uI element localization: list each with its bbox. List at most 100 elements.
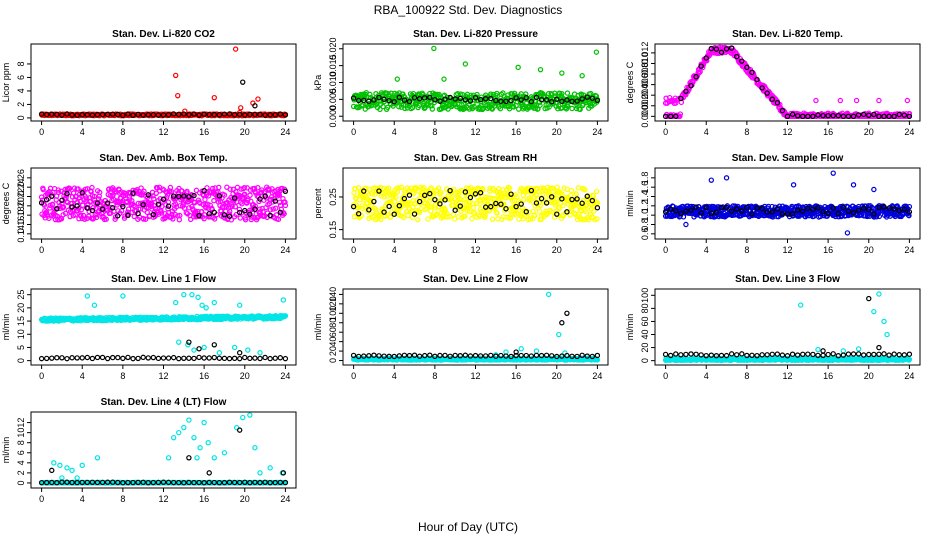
point-detail xyxy=(790,182,797,188)
point-hourly xyxy=(206,355,212,361)
point-detail xyxy=(394,76,400,82)
y-axis-label: degrees C xyxy=(1,182,11,224)
y-tick-label: 0 xyxy=(16,115,26,120)
y-tick-label: 4 xyxy=(16,88,26,93)
point-detail xyxy=(181,291,187,298)
point-hourly xyxy=(135,355,141,362)
data-points xyxy=(38,184,289,223)
point-detail xyxy=(367,91,373,98)
point-hourly xyxy=(43,111,50,118)
point-hourly xyxy=(150,354,157,361)
x-tick-label: 20 xyxy=(552,127,562,137)
point-detail xyxy=(518,346,524,352)
y-axis-label: degrees C xyxy=(625,61,635,103)
y-tick-label: 10 xyxy=(16,329,26,339)
point-detail xyxy=(844,230,851,236)
x-tick-label: 4 xyxy=(392,127,397,137)
point-hourly xyxy=(99,111,106,118)
point-hourly xyxy=(155,112,162,118)
data-points xyxy=(662,170,913,236)
point-detail xyxy=(236,109,243,116)
point-hourly xyxy=(120,355,126,362)
point-detail xyxy=(255,96,261,102)
panel-title: Stan. Dev. Li-820 Temp. xyxy=(732,29,843,40)
point-detail xyxy=(236,302,243,308)
point-detail xyxy=(455,90,461,97)
point-hourly xyxy=(104,355,111,362)
x-tick-label: 24 xyxy=(280,245,290,255)
point-detail xyxy=(569,105,575,112)
x-tick-label: 20 xyxy=(864,245,874,255)
y-tick-label: 100 xyxy=(640,288,650,303)
point-hourly xyxy=(221,111,228,117)
point-hourly xyxy=(282,355,289,362)
y-tick-label: 25 xyxy=(16,290,26,300)
point-hourly xyxy=(79,355,85,361)
point-hourly xyxy=(277,355,284,361)
x-tick-label: 4 xyxy=(80,127,85,137)
point-detail xyxy=(91,302,98,308)
point-detail xyxy=(462,61,469,67)
x-tick-label: 0 xyxy=(39,371,44,381)
point-hourly xyxy=(115,354,121,361)
x-tick-label: 12 xyxy=(470,245,480,255)
point-hourly xyxy=(196,354,202,361)
point-detail xyxy=(871,186,877,193)
point-hourly xyxy=(94,354,101,361)
point-hourly xyxy=(231,112,238,118)
data-points xyxy=(38,291,289,362)
x-tick-label: 4 xyxy=(704,245,709,255)
point-hourly xyxy=(160,355,167,361)
point-hourly xyxy=(74,355,80,361)
point-hourly xyxy=(49,111,55,117)
panel-title: Stan. Dev. Li-820 CO2 xyxy=(112,29,215,40)
point-hourly xyxy=(231,355,238,362)
panel-title: Stan. Dev. Line 1 Flow xyxy=(111,274,216,285)
panel-grid: Stan. Dev. Li-820 CO2 Licor ppm 0 4 8 12 16 20 2… xyxy=(1,29,921,504)
y-tick-label: 8 xyxy=(16,61,26,66)
y-axis-label: ml/min xyxy=(625,190,635,217)
point-hourly xyxy=(272,112,278,118)
y-tick-label: 40 xyxy=(640,330,650,340)
point-detail xyxy=(425,216,431,222)
point-detail xyxy=(402,105,408,112)
point-hourly xyxy=(94,112,101,118)
point-hourly xyxy=(64,111,70,117)
point-hourly xyxy=(130,355,136,362)
point-hourly xyxy=(43,355,50,362)
y-axis-label: kPa xyxy=(313,75,323,91)
y-axis-label: ml/min xyxy=(625,314,635,341)
x-tick-label: 0 xyxy=(663,127,668,137)
plot-frame xyxy=(30,43,297,122)
point-hourly xyxy=(262,112,268,118)
point-detail xyxy=(172,299,179,306)
x-tick-label: 24 xyxy=(280,371,290,381)
point-detail xyxy=(195,294,201,301)
panel-temp: Stan. Dev. Li-820 Temp.degrees C0 4 8 12 16 2… xyxy=(625,29,921,137)
y-axis-label: Licor ppm xyxy=(1,63,11,103)
x-tick-label: 12 xyxy=(470,127,480,137)
y-tick-label: 0.26 xyxy=(16,169,26,187)
x-tick-label: 20 xyxy=(552,371,562,381)
point-hourly xyxy=(69,112,75,118)
point-detail xyxy=(850,182,857,188)
point-hourly xyxy=(125,354,131,361)
x-tick-label: 8 xyxy=(432,371,437,381)
point-detail xyxy=(559,70,565,76)
x-tick-label: 16 xyxy=(823,371,833,381)
point-detail xyxy=(231,344,238,351)
data-points xyxy=(350,291,601,363)
y-axis-label: percent xyxy=(313,188,323,219)
point-detail xyxy=(280,297,287,303)
point-hourly xyxy=(125,111,131,117)
point-detail xyxy=(245,347,251,353)
figure-title: RBA_100922 Std. Dev. Diagnostics xyxy=(374,3,563,17)
data-points xyxy=(38,46,289,119)
point-detail xyxy=(175,92,181,99)
y-tick-label: 20 xyxy=(16,303,26,313)
point-detail xyxy=(545,291,552,298)
panel-title: Stan. Dev. Li-820 Pressure xyxy=(413,29,538,40)
